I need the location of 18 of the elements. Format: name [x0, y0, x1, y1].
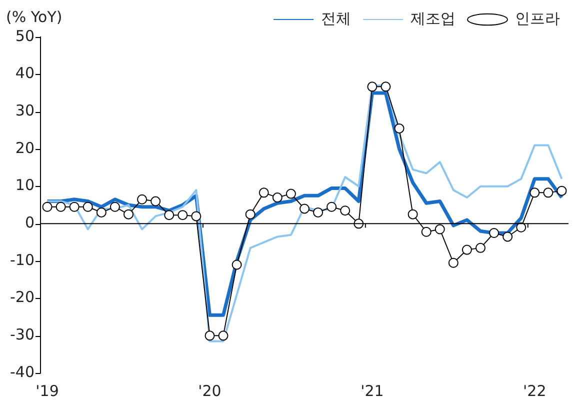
y-axis-title: (% YoY): [6, 8, 62, 26]
y-tick-label: -30: [10, 326, 34, 344]
y-tick-label: -20: [10, 288, 34, 306]
x-tick-label: '20: [198, 382, 222, 400]
legend-label: 제조업: [410, 9, 456, 28]
y-tick-label: 20: [15, 138, 34, 157]
legend-label: 인프라: [515, 9, 560, 28]
x-tick-label: '22: [523, 382, 546, 400]
y-tick-label: 30: [15, 102, 34, 120]
y-tick-label: -10: [10, 250, 34, 269]
x-tick-label: '21: [360, 382, 384, 400]
legend-label: 전체: [321, 9, 351, 28]
y-tick-label: 10: [15, 176, 34, 194]
y-tick-label: 50: [15, 26, 34, 45]
x-tick-label: '19: [36, 382, 59, 400]
y-tick-label: 0: [24, 214, 34, 232]
y-tick-label: -40: [10, 362, 34, 381]
y-tick-label: 40: [15, 64, 34, 82]
